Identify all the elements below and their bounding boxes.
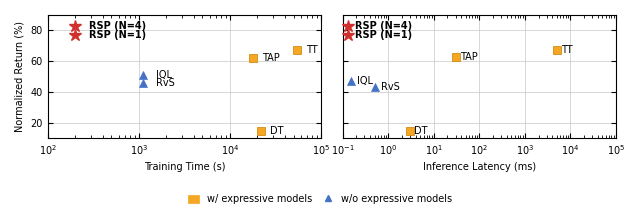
- Text: RSP (N=1): RSP (N=1): [88, 30, 146, 40]
- Y-axis label: Normalized Return (%): Normalized Return (%): [15, 21, 25, 132]
- Text: TT: TT: [561, 45, 573, 55]
- Text: RSP (N=1): RSP (N=1): [355, 30, 412, 40]
- Text: RSP (N=4): RSP (N=4): [355, 21, 412, 31]
- X-axis label: Inference Latency (ms): Inference Latency (ms): [423, 163, 536, 173]
- Text: RSP (N=4): RSP (N=4): [88, 21, 146, 31]
- Text: TT: TT: [306, 45, 317, 55]
- Legend: w/ expressive models, w/o expressive models: w/ expressive models, w/o expressive mod…: [184, 190, 456, 208]
- Text: TAP: TAP: [262, 53, 280, 63]
- X-axis label: Training Time (s): Training Time (s): [143, 163, 225, 173]
- Text: IQL: IQL: [357, 76, 373, 86]
- Text: DT: DT: [415, 125, 428, 135]
- Text: DT: DT: [270, 125, 284, 135]
- Text: IQL: IQL: [156, 70, 172, 80]
- Text: RvS: RvS: [156, 78, 175, 88]
- Text: RvS: RvS: [381, 82, 400, 92]
- Text: TAP: TAP: [460, 52, 477, 62]
